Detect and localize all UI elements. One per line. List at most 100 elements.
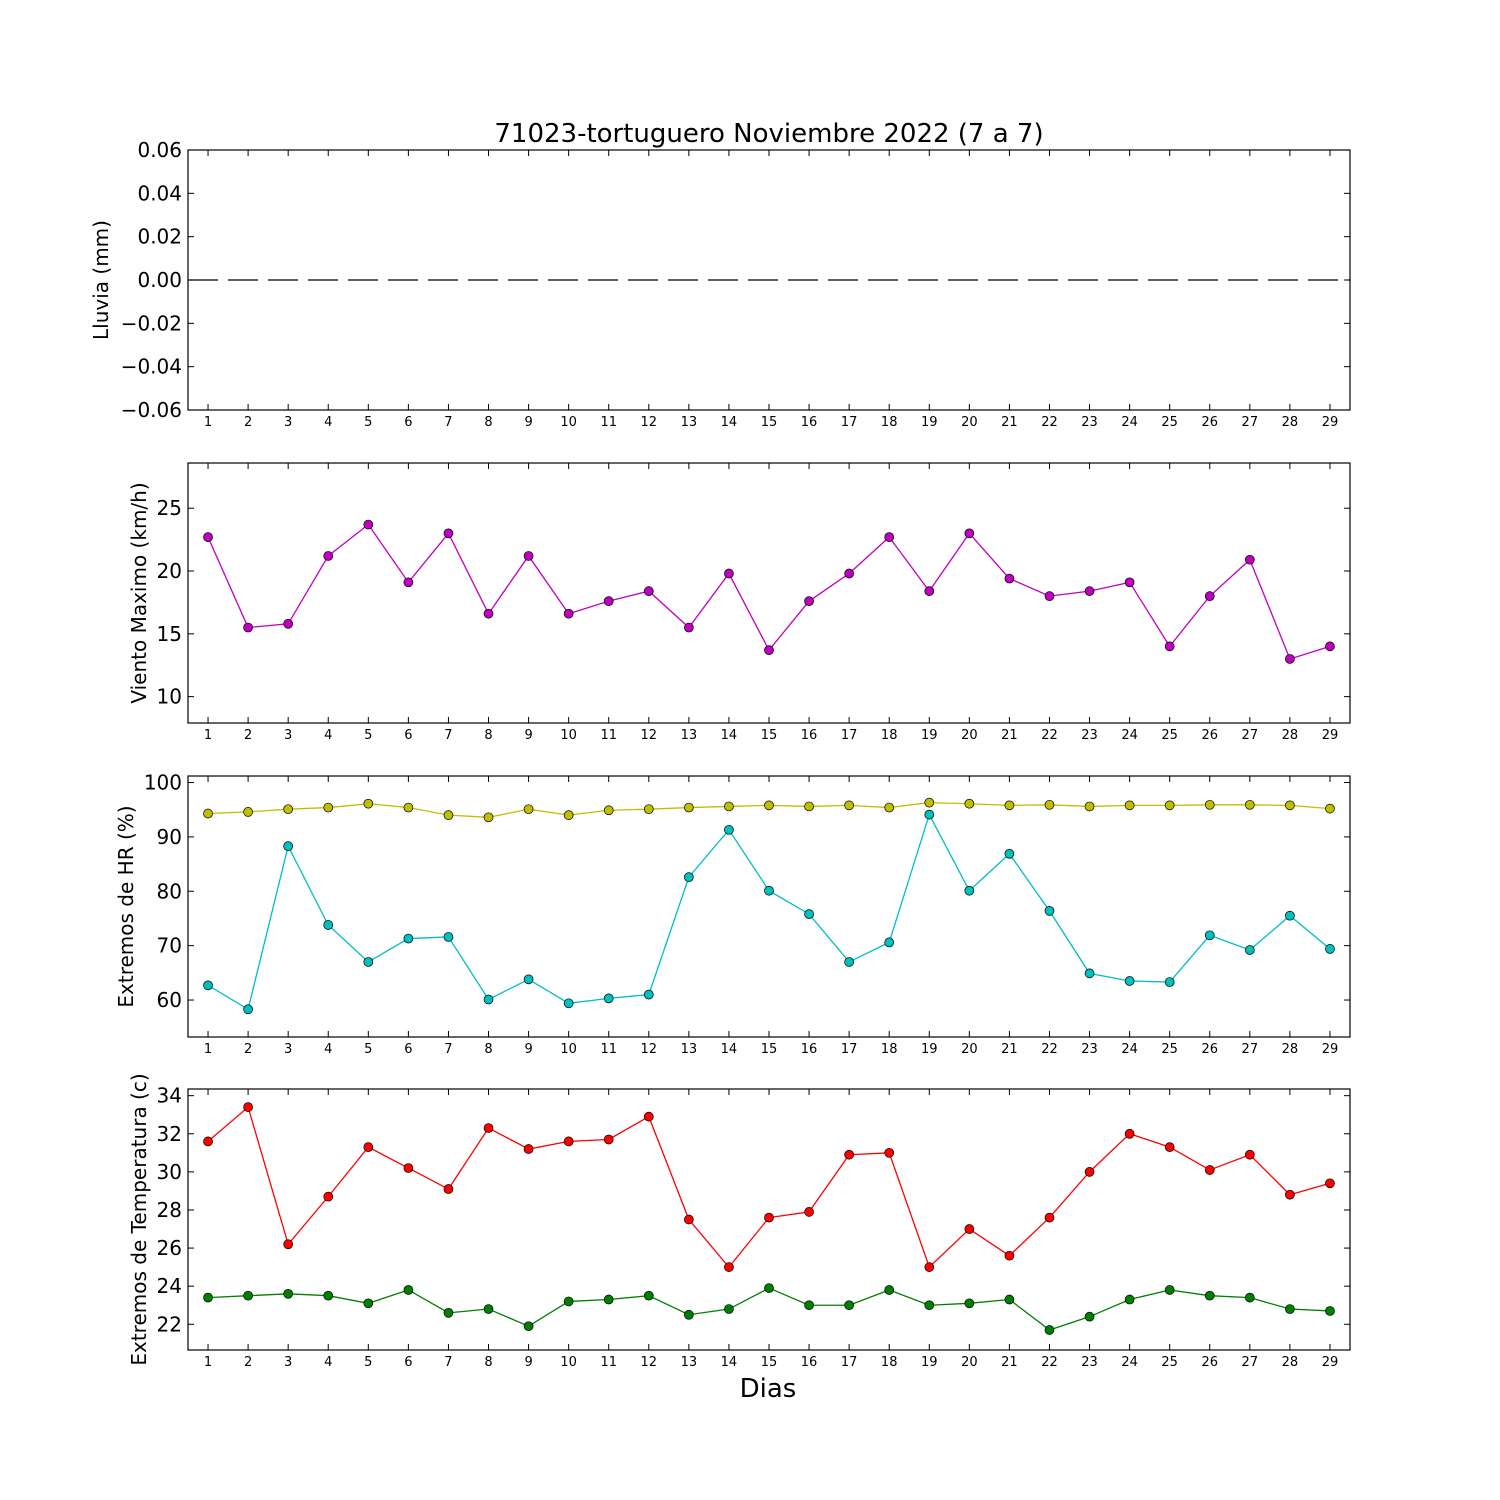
ytick-label: 100	[144, 771, 182, 795]
xtick-label: 20	[961, 415, 978, 430]
xtick-label: 13	[681, 1042, 698, 1057]
data-point	[643, 1290, 654, 1301]
data-point	[1285, 654, 1295, 664]
data-point	[243, 1290, 253, 1301]
data-point	[804, 1300, 814, 1311]
data-point	[884, 1285, 895, 1295]
data-point	[964, 528, 975, 539]
ytick-label: 20	[157, 559, 182, 583]
xtick-label: 3	[284, 1355, 292, 1370]
data-point	[884, 1147, 895, 1158]
xtick-label: 7	[444, 1355, 452, 1370]
data-point	[443, 528, 454, 539]
data-point	[523, 1144, 534, 1154]
xtick-label: 22	[1041, 1355, 1058, 1370]
data-point	[1244, 1292, 1255, 1303]
data-point	[563, 810, 574, 821]
xtick-label: 27	[1242, 1355, 1259, 1370]
xtick-label: 23	[1081, 415, 1098, 430]
data-point	[964, 885, 975, 896]
xtick-label: 13	[681, 1355, 698, 1370]
data-point	[684, 622, 694, 633]
xtick-label: 6	[404, 1042, 412, 1057]
xtick-label: 29	[1322, 415, 1339, 430]
xtick-label: 2	[244, 415, 252, 430]
xtick-label: 6	[404, 1355, 412, 1370]
xtick-label: 22	[1041, 415, 1058, 430]
data-point	[844, 568, 854, 579]
data-point	[684, 872, 694, 882]
xtick-label: 25	[1161, 728, 1178, 743]
data-point	[1044, 905, 1055, 916]
xtick-label: 28	[1282, 1042, 1299, 1057]
xtick-label: 28	[1282, 1355, 1299, 1370]
data-point	[764, 1212, 774, 1223]
data-point	[443, 810, 454, 821]
xtick-label: 10	[560, 1355, 577, 1370]
data-point	[523, 974, 534, 985]
xtick-label: 8	[484, 1355, 492, 1370]
data-point	[1285, 1304, 1295, 1314]
chart-title: 71023-tortuguero Noviembre 2022 (7 a 7)	[494, 119, 1043, 149]
xtick-label: 11	[600, 728, 617, 743]
ytick-label: 90	[157, 825, 182, 849]
data-point	[1124, 976, 1135, 986]
data-point	[764, 800, 774, 811]
xtick-label: 14	[721, 1042, 738, 1057]
data-point	[1124, 800, 1135, 811]
ytick-label: 0.06	[137, 138, 182, 162]
xtick-label: 14	[721, 415, 738, 430]
data-point	[1084, 1167, 1095, 1177]
plot-frame	[187, 462, 1351, 724]
data-point	[764, 645, 774, 656]
ytick-label: 70	[157, 934, 182, 958]
data-point	[603, 596, 614, 607]
data-point	[643, 586, 654, 596]
xtick-label: 29	[1322, 728, 1339, 743]
xtick-label: 22	[1041, 1042, 1058, 1057]
data-point	[483, 1123, 494, 1133]
xtick-label: 26	[1201, 415, 1218, 430]
data-point	[1124, 1128, 1135, 1139]
xtick-label: 8	[484, 1042, 492, 1057]
ytick-label: 0.04	[137, 181, 182, 205]
data-point	[1044, 1212, 1055, 1223]
data-point	[483, 994, 494, 1005]
xtick-label: 9	[524, 1355, 532, 1370]
data-point	[964, 1298, 975, 1309]
data-point	[443, 932, 454, 942]
data-point	[1004, 800, 1015, 811]
xtick-label: 24	[1121, 1355, 1138, 1370]
data-point	[1084, 968, 1095, 979]
ytick-label: 15	[157, 622, 182, 646]
xtick-label: 7	[444, 728, 452, 743]
xtick-label: 20	[961, 1042, 978, 1057]
xtick-label: 10	[560, 1042, 577, 1057]
xtick-label: 29	[1322, 1355, 1339, 1370]
data-point	[884, 802, 895, 813]
data-point	[203, 808, 213, 819]
data-point	[203, 1292, 213, 1303]
xtick-label: 17	[841, 415, 858, 430]
data-point	[724, 1262, 734, 1272]
data-point	[443, 1307, 454, 1318]
ytick-label: 30	[157, 1160, 182, 1184]
data-point	[283, 841, 294, 851]
data-point	[1325, 944, 1335, 954]
y-axis-label: Extremos de HR (%)	[114, 805, 138, 1007]
ytick-label: 34	[157, 1084, 182, 1108]
xtick-label: 7	[444, 415, 452, 430]
data-point	[1325, 1178, 1335, 1189]
xtick-label: 19	[921, 1355, 938, 1370]
xtick-label: 5	[364, 1355, 372, 1370]
data-point	[804, 909, 814, 919]
data-point	[603, 1134, 614, 1145]
data-point	[563, 1296, 574, 1307]
data-point	[924, 586, 935, 596]
xtick-label: 26	[1201, 1042, 1218, 1057]
data-point	[1204, 930, 1215, 941]
data-point	[603, 993, 614, 1004]
data-point	[1004, 848, 1015, 859]
data-point	[844, 957, 854, 967]
